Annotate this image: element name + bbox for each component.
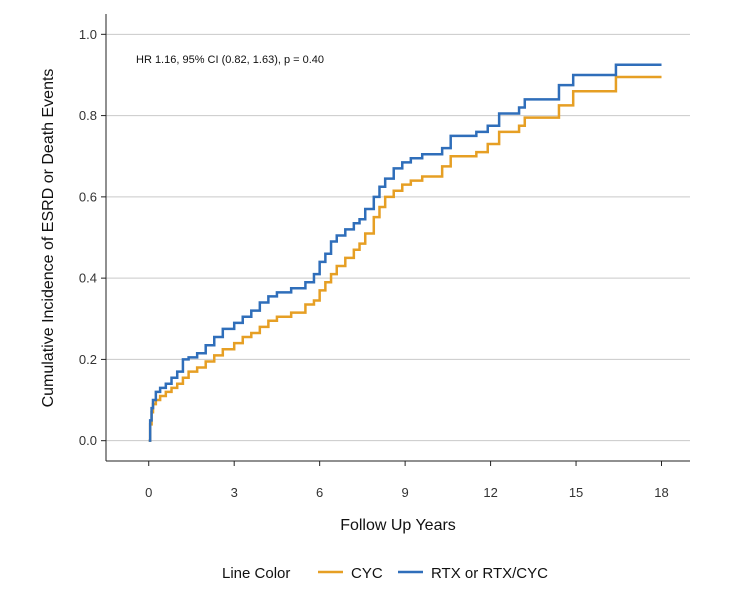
x-tick-label: 12 bbox=[483, 485, 497, 500]
x-tick-label: 0 bbox=[145, 485, 152, 500]
x-tick-label: 15 bbox=[569, 485, 583, 500]
legend-label-cyc: CYC bbox=[351, 565, 383, 582]
y-tick-label: 0.8 bbox=[79, 108, 97, 123]
series-lines bbox=[148, 63, 662, 442]
ticks: 0.0 0.2 0.4 0.6 0.8 1.0 0 3 6 9 12 15 18 bbox=[79, 27, 669, 500]
legend-label-rtx: RTX or RTX/CYC bbox=[431, 565, 548, 582]
x-tick-label: 18 bbox=[654, 485, 668, 500]
x-tick-label: 3 bbox=[231, 485, 238, 500]
y-tick-label: 0.6 bbox=[79, 189, 97, 204]
legend-title: Line Color bbox=[222, 565, 290, 582]
axes bbox=[105, 14, 690, 462]
series-line-rtx bbox=[148, 63, 662, 442]
y-tick-label: 0.4 bbox=[79, 271, 97, 286]
hazard-ratio-annotation: HR 1.16, 95% CI (0.82, 1.63), p = 0.40 bbox=[136, 54, 324, 66]
x-tick-label: 9 bbox=[402, 485, 409, 500]
y-tick-label: 1.0 bbox=[79, 27, 97, 42]
legend: Line Color CYC RTX or RTX/CYC bbox=[222, 565, 548, 582]
y-tick-label: 0.2 bbox=[79, 352, 97, 367]
y-axis-title: Cumulative Incidence of ESRD or Death Ev… bbox=[40, 69, 57, 408]
y-tick-label: 0.0 bbox=[79, 433, 97, 448]
series-line-cyc bbox=[148, 75, 662, 442]
x-axis-title: Follow Up Years bbox=[340, 517, 456, 534]
gridlines bbox=[106, 33, 690, 442]
x-tick-label: 6 bbox=[316, 485, 323, 500]
